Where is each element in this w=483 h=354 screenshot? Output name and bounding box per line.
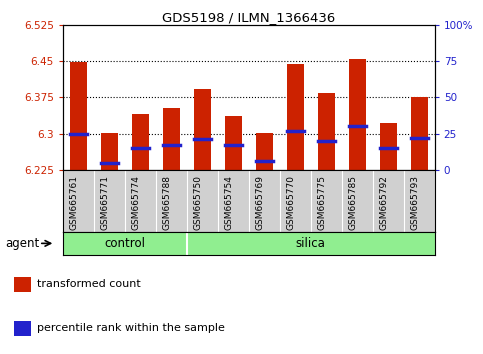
Bar [349,59,366,170]
Bar [411,97,428,170]
Text: GSM665775: GSM665775 [317,175,326,230]
Text: GSM665771: GSM665771 [100,175,109,230]
Bar [318,92,335,170]
Bar [194,88,211,170]
Text: agent: agent [5,237,39,250]
Text: GSM665761: GSM665761 [69,175,78,230]
Text: GSM665792: GSM665792 [379,175,388,230]
Text: GSM665785: GSM665785 [348,175,357,230]
Title: GDS5198 / ILMN_1366436: GDS5198 / ILMN_1366436 [162,11,335,24]
Bar [225,116,242,170]
Text: GSM665770: GSM665770 [286,175,295,230]
Bar [163,108,180,170]
Text: percentile rank within the sample: percentile rank within the sample [38,323,226,333]
Bar [256,133,273,170]
Bar [287,64,304,170]
Bar [14,321,30,336]
Text: GSM665774: GSM665774 [131,175,140,230]
Text: silica: silica [296,237,326,250]
Text: GSM665754: GSM665754 [224,175,233,230]
Bar [380,123,397,170]
Bar [70,62,87,170]
Text: transformed count: transformed count [38,279,141,289]
Text: GSM665769: GSM665769 [255,175,264,230]
Bar [14,276,30,292]
Text: GSM665793: GSM665793 [410,175,419,230]
Text: control: control [104,237,145,250]
Text: GSM665788: GSM665788 [162,175,171,230]
Bar [101,133,118,170]
Bar [132,114,149,170]
Text: GSM665750: GSM665750 [193,175,202,230]
